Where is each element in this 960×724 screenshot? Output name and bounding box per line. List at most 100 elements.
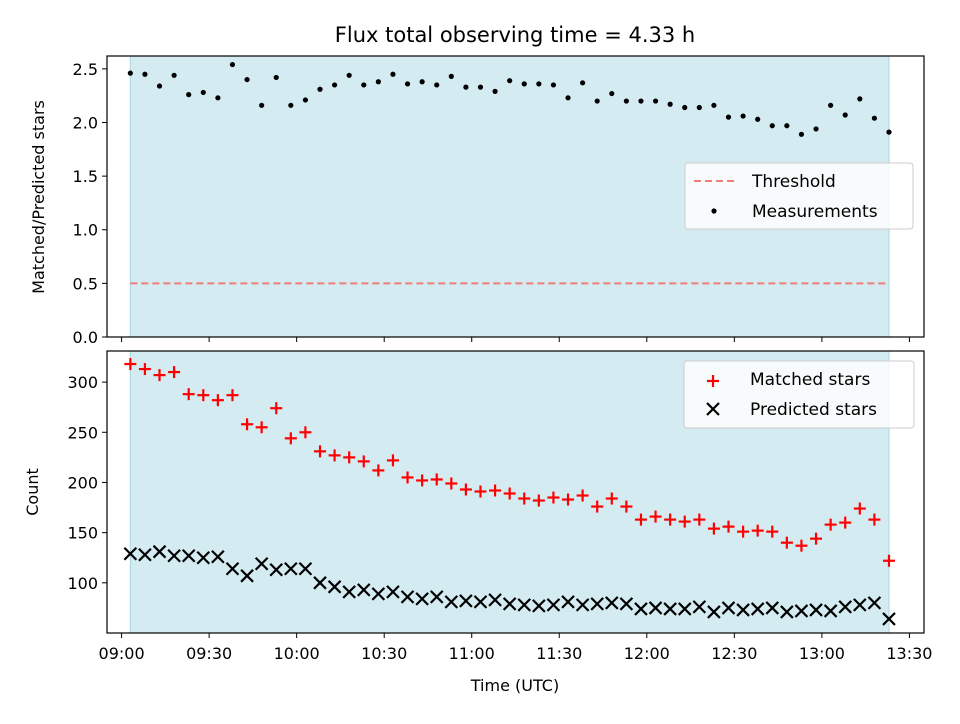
matched-stars-point <box>211 394 224 407</box>
measurement-point <box>755 116 761 122</box>
measurement-point <box>507 78 513 84</box>
predicted-stars-point <box>429 590 444 604</box>
ratio-x-axis <box>121 337 910 342</box>
measurement-point <box>842 112 848 118</box>
predicted-stars-points <box>123 544 896 626</box>
y-tick-label: 1.5 <box>73 167 98 186</box>
predicted-stars-point <box>750 602 765 616</box>
predicted-stars-point <box>838 600 852 614</box>
measurement-point <box>259 102 265 108</box>
measurement-point <box>609 90 615 97</box>
predicted-stars-point <box>677 602 692 616</box>
matched-stars-point <box>299 426 312 439</box>
measurement-point <box>740 113 746 119</box>
predicted-stars-point <box>123 546 138 561</box>
legend-matched-swatch <box>707 375 719 387</box>
measurement-point <box>652 98 659 104</box>
predicted-stars-point <box>765 601 780 615</box>
predicted-stars-point <box>138 547 152 562</box>
predicted-stars-point <box>225 561 240 576</box>
predicted-stars-point <box>853 598 867 612</box>
legend-threshold-label: Threshold <box>751 172 836 192</box>
count-x-axis: 09:00 09:30 10:00 10:30 11:00 11:30 12:00 12:30… <box>99 633 932 663</box>
x-tick-label: 13:00 <box>799 644 845 663</box>
measurement-point <box>711 102 717 108</box>
measurement-point <box>550 82 557 88</box>
matched-stars-point <box>795 539 808 552</box>
matched-stars-point <box>328 449 341 462</box>
matched-stars-point <box>459 483 472 496</box>
measurement-point <box>375 79 381 85</box>
x-tick-label: 09:30 <box>186 644 232 663</box>
y-tick-label: 300 <box>67 373 98 392</box>
x-tick-label: 10:30 <box>361 644 407 663</box>
matched-stars-point <box>868 513 881 526</box>
count-legend: Matched stars Predicted stars <box>683 360 915 429</box>
measurement-point <box>215 95 221 101</box>
measurement-point <box>477 84 484 90</box>
predicted-stars-point <box>634 602 648 616</box>
x-tick-label: 11:30 <box>536 644 582 663</box>
predicted-stars-point <box>254 556 269 571</box>
measurement-point <box>623 98 629 104</box>
matched-stars-point <box>474 485 487 498</box>
measurement-point <box>434 82 440 88</box>
measurement-point <box>448 73 454 79</box>
predicted-stars-point <box>867 596 882 610</box>
matched-stars-point <box>634 513 647 526</box>
y-tick-label: 150 <box>67 524 98 543</box>
matched-stars-point <box>766 525 779 538</box>
measurement-point <box>404 81 411 87</box>
y-tick-label: 100 <box>67 574 98 593</box>
predicted-stars-point <box>459 594 473 608</box>
count-y-axis: 100 150 200 250 300 <box>67 373 107 593</box>
count-x-label: Time (UTC) <box>470 676 559 695</box>
matched-stars-point <box>241 418 254 431</box>
predicted-stars-point <box>473 595 488 609</box>
predicted-stars-point <box>400 590 415 604</box>
chart-title: Flux total observing time = 4.33 h <box>335 23 695 47</box>
measurement-point <box>857 96 863 102</box>
measurement-point <box>638 98 644 104</box>
x-tick-label: 09:00 <box>99 644 145 663</box>
predicted-stars-point <box>415 592 429 606</box>
predicted-stars-point <box>532 599 546 613</box>
matched-stars-point <box>343 451 356 464</box>
matched-stars-point <box>620 500 633 513</box>
predicted-stars-point <box>648 601 663 615</box>
measurement-point <box>769 123 775 129</box>
matched-stars-point <box>197 389 210 402</box>
ratio-panel: 0.0 0.5 1.0 1.5 2.0 2.5 Matched/Predicted sta… <box>29 55 925 347</box>
predicted-stars-point <box>663 602 677 616</box>
matched-stars-point <box>430 473 443 486</box>
measurement-point <box>871 115 877 121</box>
predicted-stars-point <box>780 605 794 619</box>
predicted-stars-point <box>386 585 400 599</box>
predicted-stars-point <box>809 603 823 617</box>
predicted-stars-point <box>313 576 327 590</box>
ratio-plot-frame <box>106 55 925 338</box>
matched-stars-point <box>649 510 662 523</box>
matched-stars-point <box>226 389 239 402</box>
matched-stars-point <box>839 516 852 529</box>
predicted-stars-point <box>590 597 604 611</box>
predicted-stars-point <box>181 548 196 563</box>
y-tick-label: 2.0 <box>73 113 98 132</box>
matched-stars-point <box>168 366 181 379</box>
measurement-point <box>186 92 192 98</box>
measurement-point <box>302 97 309 103</box>
x-tick-label: 12:00 <box>624 644 670 663</box>
predicted-stars-point <box>488 593 502 607</box>
measurement-point <box>784 123 790 129</box>
predicted-stars-point <box>444 595 459 609</box>
measurement-point <box>317 86 323 92</box>
matched-stars-point <box>853 502 866 515</box>
matched-stars-point <box>182 388 195 401</box>
predicted-stars-point <box>619 597 634 611</box>
ratio-legend-box <box>684 162 914 230</box>
measurement-point <box>346 72 352 78</box>
measurement-point <box>594 98 600 104</box>
matched-stars-point <box>518 492 531 505</box>
matched-stars-point <box>722 520 735 533</box>
measurement-point <box>229 61 236 68</box>
